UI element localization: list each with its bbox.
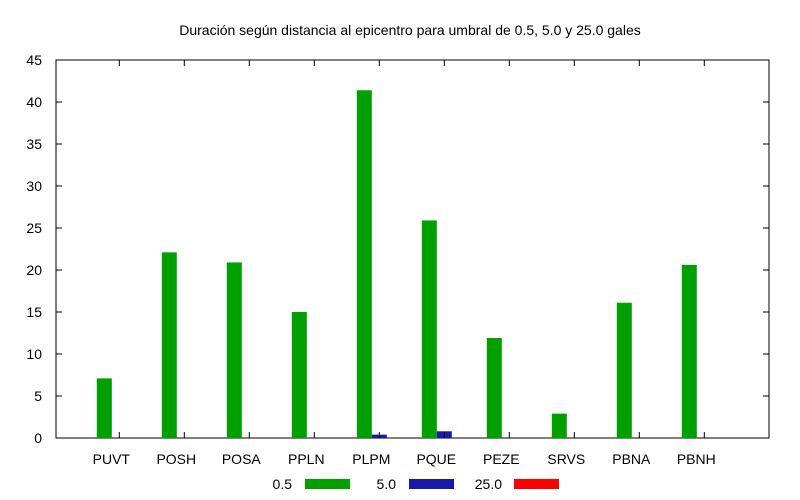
legend-label: 25.0	[475, 476, 502, 492]
x-axis: PUVT POSH POSA PPLN PLPM PQUE PEZE SRVS PBNA PBNH	[93, 60, 716, 467]
bar-puvt-series-0	[96, 378, 112, 438]
bar-ppln-series-0	[291, 312, 307, 438]
y-tick-label: 25	[26, 220, 42, 236]
x-tick-label: PLPM	[352, 451, 390, 467]
y-axis: 0 5 10 15 20 25 30 35 40 45	[26, 52, 769, 446]
legend-swatch	[305, 479, 350, 489]
legend-swatch	[514, 479, 559, 489]
bar-pbnh-series-0	[681, 264, 697, 438]
x-tick-label: PUVT	[93, 451, 131, 467]
x-tick-label: PBNH	[677, 451, 716, 467]
y-tick-label: 40	[26, 94, 42, 110]
bar-pque-series-0	[421, 220, 437, 438]
y-tick-label: 45	[26, 52, 42, 68]
x-tick-label: SRVS	[547, 451, 585, 467]
x-tick-label: POSH	[156, 451, 196, 467]
plot-area-frame	[55, 59, 770, 439]
y-tick-label: 0	[34, 430, 42, 446]
y-tick-label: 10	[26, 346, 42, 362]
x-tick-label: PQUE	[416, 451, 456, 467]
y-tick-label: 35	[26, 136, 42, 152]
x-tick-label: POSA	[222, 451, 262, 467]
bar-posh-series-0	[161, 252, 177, 438]
y-tick-label: 15	[26, 304, 42, 320]
legend-swatch	[409, 479, 454, 489]
y-tick-label: 5	[34, 388, 42, 404]
bar-srvs-series-0	[551, 413, 567, 438]
bars	[96, 90, 697, 439]
legend-label: 0.5	[273, 476, 293, 492]
bar-pbna-series-0	[616, 302, 632, 438]
bar-peze-series-0	[486, 338, 502, 438]
x-tick-label: PBNA	[612, 451, 651, 467]
x-tick-label: PEZE	[483, 451, 520, 467]
legend-label: 5.0	[377, 476, 397, 492]
x-tick-label: PPLN	[288, 451, 325, 467]
chart-title: Duración según distancia al epicentro pa…	[179, 22, 641, 38]
bar-posa-series-0	[226, 262, 242, 438]
y-tick-label: 30	[26, 178, 42, 194]
bar-plpm-series-0	[356, 90, 372, 439]
legend: 0.5 5.0 25.0	[273, 476, 559, 492]
y-tick-label: 20	[26, 262, 42, 278]
